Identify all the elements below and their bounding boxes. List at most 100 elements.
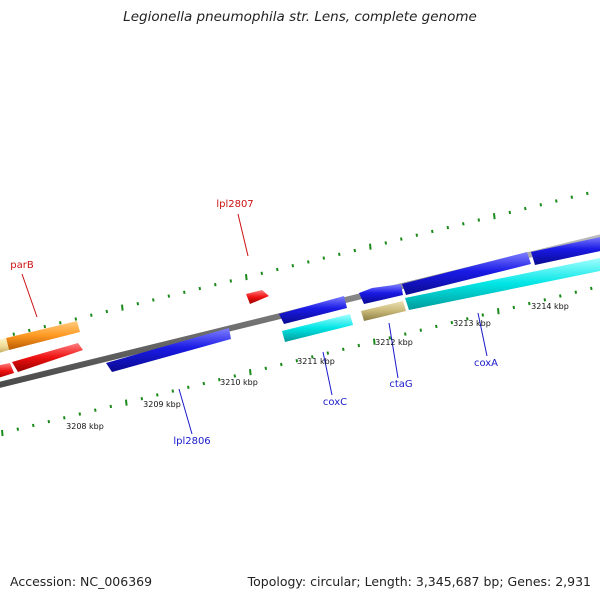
gene-label-lpl2807: lpl2807 bbox=[216, 199, 253, 210]
lower-scale-ticks bbox=[1, 286, 593, 437]
lower-tick bbox=[559, 294, 562, 298]
lower-tick bbox=[342, 347, 345, 351]
upper-tick bbox=[121, 304, 124, 311]
lower-tick bbox=[94, 408, 97, 412]
lower-tick bbox=[156, 393, 159, 397]
lower-tick bbox=[450, 320, 454, 325]
gene-label-lpl2806: lpl2806 bbox=[173, 436, 210, 447]
upper-tick bbox=[384, 241, 388, 245]
lower-tick bbox=[140, 397, 144, 401]
accession-text: Accession: NC_006369 bbox=[10, 574, 153, 589]
lower-tick bbox=[280, 362, 283, 367]
upper-tick bbox=[90, 313, 93, 317]
lower-tick bbox=[590, 286, 593, 291]
upper-tick bbox=[260, 271, 264, 275]
gene-coxC-forward-feature[interactable] bbox=[279, 296, 347, 324]
lower-tick bbox=[295, 359, 299, 363]
upper-tick bbox=[152, 298, 155, 302]
gene-label-coxA: coxA bbox=[474, 358, 498, 369]
upper-tick bbox=[431, 229, 434, 234]
lower-tick bbox=[218, 378, 221, 382]
upper-tick bbox=[229, 279, 233, 283]
upper-tick bbox=[59, 321, 62, 325]
lower-tick bbox=[202, 381, 206, 386]
gene-coxC-reverse-feature[interactable] bbox=[282, 314, 353, 342]
upper-tick bbox=[322, 256, 326, 260]
upper-tick bbox=[245, 274, 248, 281]
upper-scale-ticks bbox=[12, 191, 589, 336]
gene-label-parB: parB bbox=[10, 260, 34, 271]
lower-tick bbox=[574, 290, 578, 294]
lower-tick bbox=[311, 355, 314, 359]
scale-label-3209: 3209 kbp bbox=[143, 400, 181, 409]
upper-tick bbox=[183, 290, 186, 294]
ctaG-leader-line bbox=[388, 322, 399, 379]
lower-tick bbox=[47, 419, 51, 424]
coxC-leader-line bbox=[322, 351, 333, 396]
scale-label-3214: 3214 kbp bbox=[531, 302, 569, 311]
lower-tick bbox=[187, 385, 190, 389]
gene-lpl2807-feature[interactable] bbox=[246, 290, 269, 304]
gene-ctaG-forward-feature[interactable] bbox=[359, 284, 403, 304]
upper-tick bbox=[167, 294, 171, 298]
scale-label-3210: 3210 kbp bbox=[220, 378, 258, 387]
upper-tick bbox=[586, 191, 589, 196]
gene-partial-left-feature[interactable] bbox=[0, 338, 9, 354]
scale-label-3208: 3208 kbp bbox=[66, 422, 104, 431]
lower-tick bbox=[1, 429, 4, 437]
lower-tick bbox=[481, 313, 485, 317]
upper-tick bbox=[446, 225, 450, 230]
lower-tick bbox=[543, 298, 547, 302]
upper-tick bbox=[353, 248, 357, 253]
gene-ctaG-reverse-feature[interactable] bbox=[361, 301, 406, 321]
scale-label-3213: 3213 kbp bbox=[453, 319, 491, 328]
lower-tick bbox=[78, 412, 82, 416]
gene-red-reverse-feature[interactable] bbox=[12, 343, 83, 372]
upper-tick bbox=[12, 332, 16, 336]
lower-tick bbox=[171, 389, 175, 393]
upper-tick bbox=[307, 260, 310, 264]
lower-tick bbox=[16, 427, 20, 431]
upper-tick bbox=[105, 309, 109, 314]
lower-tick bbox=[419, 328, 423, 332]
upper-tick bbox=[136, 302, 140, 306]
lower-tick bbox=[528, 301, 531, 306]
upper-tick bbox=[43, 324, 47, 329]
lower-tick bbox=[249, 369, 252, 376]
upper-tick bbox=[214, 283, 217, 287]
lower-tick bbox=[435, 324, 438, 329]
gene-red-left-edge-feature[interactable] bbox=[0, 363, 14, 379]
lpl2807-leader-line bbox=[237, 213, 249, 257]
lower-tick bbox=[373, 338, 376, 345]
scale-label-3211: 3211 kbp bbox=[297, 357, 335, 366]
gene-parB-feature[interactable] bbox=[6, 321, 80, 350]
gene-coxA-forward-feature[interactable] bbox=[402, 252, 531, 295]
upper-tick bbox=[462, 222, 465, 226]
lower-tick bbox=[388, 336, 392, 340]
gene-label-coxC: coxC bbox=[323, 397, 347, 408]
upper-tick bbox=[276, 267, 279, 272]
parB-leader-line bbox=[21, 273, 38, 318]
lower-tick bbox=[357, 343, 361, 348]
lower-tick bbox=[466, 317, 469, 321]
upper-tick bbox=[508, 210, 512, 215]
upper-tick bbox=[415, 233, 419, 237]
upper-tick bbox=[369, 243, 372, 250]
upper-tick bbox=[198, 286, 202, 291]
scale-label-3212: 3212 kbp bbox=[375, 338, 413, 347]
lower-tick bbox=[326, 351, 330, 355]
lower-tick bbox=[125, 399, 128, 406]
lower-tick bbox=[63, 416, 66, 420]
upper-tick bbox=[539, 203, 543, 207]
coxA-leader-line bbox=[477, 312, 488, 357]
gene-coxA-reverse-feature[interactable] bbox=[405, 257, 600, 310]
gene-label-ctaG: ctaG bbox=[389, 379, 412, 390]
lower-tick bbox=[32, 423, 35, 428]
gene-lpl2806-feature[interactable] bbox=[106, 328, 231, 372]
upper-tick bbox=[74, 317, 78, 321]
gene-right-edge-forward-feature[interactable] bbox=[531, 236, 600, 265]
genome-stats-text: Topology: circular; Length: 3,345,687 bp… bbox=[247, 574, 591, 589]
upper-tick bbox=[555, 199, 558, 203]
lower-tick bbox=[233, 374, 237, 378]
